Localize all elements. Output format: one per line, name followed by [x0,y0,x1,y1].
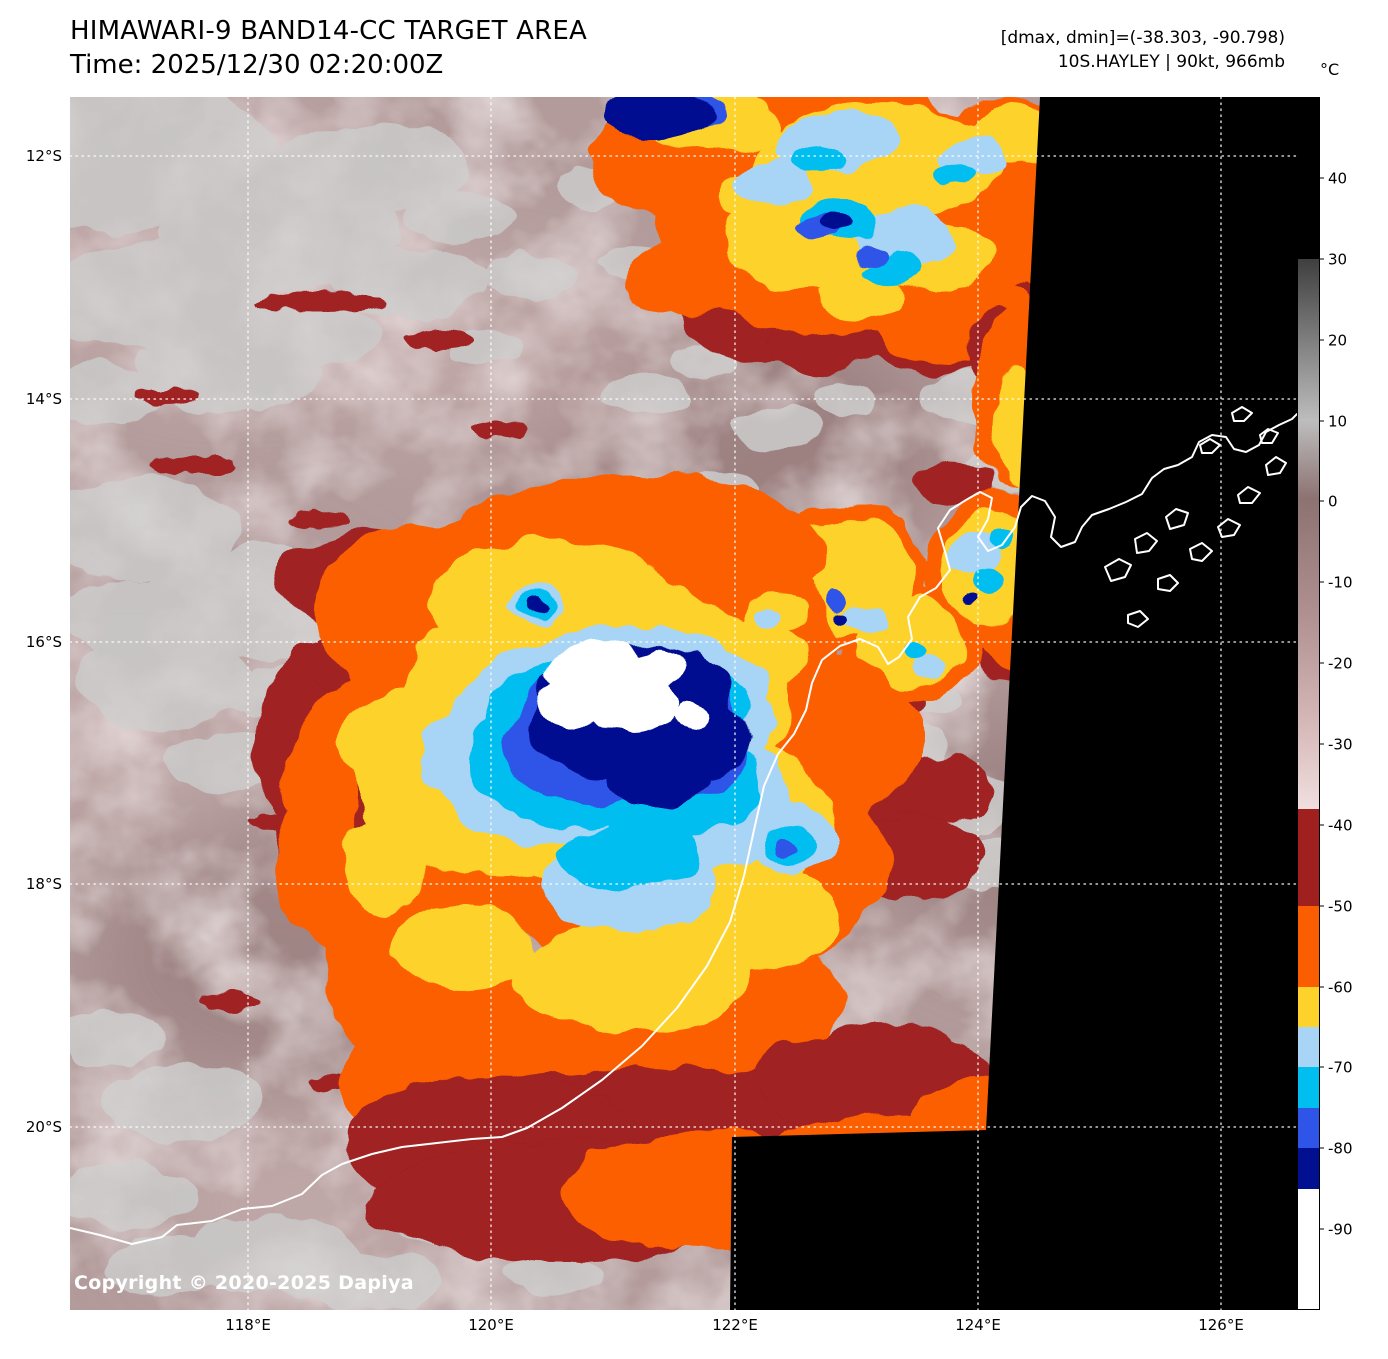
lon-label-126e: 126°E [1198,1316,1244,1334]
svg-text:-50: -50 [1328,897,1353,915]
svg-text:20: 20 [1328,331,1347,349]
lon-label-122e: 122°E [712,1316,758,1334]
svg-text:40: 40 [1328,169,1347,187]
coastline [70,406,1297,1245]
svg-text:-30: -30 [1328,735,1353,753]
cyclone-se-cold-spot [746,803,838,875]
svg-text:-80: -80 [1328,1139,1353,1157]
svg-text:-60: -60 [1328,978,1353,996]
svg-text:-40: -40 [1328,816,1353,834]
lon-label-120e: 120°E [468,1316,514,1334]
lat-label-16s: 16°S [25,633,62,651]
colorbar: 40 30 20 10 0 -10 -20 -30 -40 -50 -60 -7… [1297,97,1353,1310]
coastline-mainland [70,413,1297,1245]
storm-info-label: 10S.HAYLEY | 90kt, 966mb [1057,52,1285,72]
page-title: HIMAWARI-9 BAND14-CC TARGET AREA [70,16,588,46]
svg-text:-20: -20 [1328,654,1353,672]
lat-label-12s: 12°S [25,147,62,165]
grid-lines [70,97,1297,1310]
dmax-dmin-label: [dmax, dmin]=(-38.303, -90.798) [1000,28,1285,48]
timestamp-label: Time: 2025/12/30 02:20:00Z [70,50,444,80]
svg-text:-70: -70 [1328,1058,1353,1076]
satellite-map-image [70,97,1297,1310]
svg-text:-90: -90 [1328,1220,1353,1238]
svg-text:30: 30 [1328,250,1347,268]
copyright-label: Copyright © 2020-2025 Dapiya [74,1272,414,1294]
colorbar-unit-label: °C [1320,60,1340,79]
cyclone-white-core [536,642,710,732]
lat-label-18s: 18°S [25,875,62,893]
cyclone-eye-spot [511,584,559,620]
lon-label-118e: 118°E [225,1316,271,1334]
colorbar-segments [1297,97,1320,1310]
colorbar-ticks: 40 30 20 10 0 -10 -20 -30 -40 -50 -60 -7… [1319,169,1353,1238]
lat-label-14s: 14°S [25,390,62,408]
svg-text:0: 0 [1328,492,1338,510]
svg-text:-10: -10 [1328,573,1353,591]
lon-label-124e: 124°E [955,1316,1001,1334]
lat-label-20s: 20°S [25,1118,62,1136]
svg-text:10: 10 [1328,412,1347,430]
no-data-region [730,97,1297,1310]
coastline-islands [1104,406,1287,628]
